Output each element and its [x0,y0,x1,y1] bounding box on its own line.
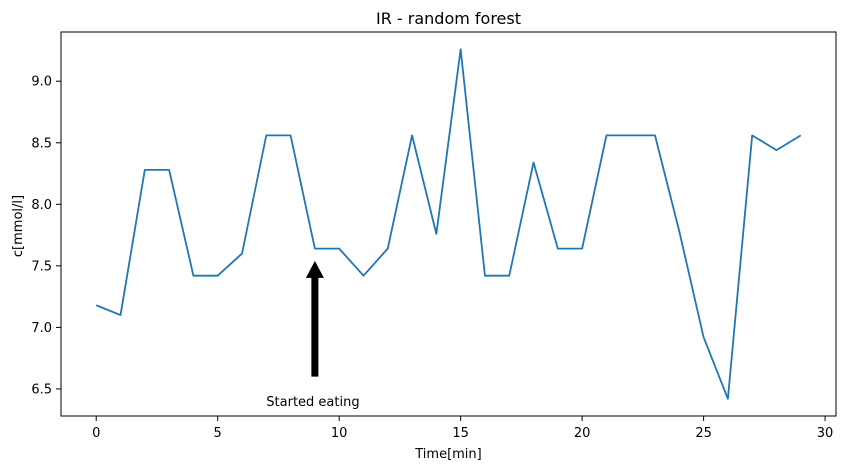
x-tick-label: 0 [92,426,100,441]
series-line-0 [95,48,802,400]
annotation-arrow-shaft [311,276,319,377]
x-tick-label: 10 [331,426,348,441]
y-tick-label: 8.0 [31,198,52,213]
annotation-arrow-head [305,260,324,278]
x-tick-label: 20 [574,426,591,441]
y-tick-label: 7.5 [31,259,52,274]
y-tick-label: 8.5 [31,136,52,151]
chart-title: IR - random forest [376,9,521,28]
axes-frame [60,31,837,417]
plot-area: 0 5 10 15 20 25 30 6.5 7.0 7.5 8.0 8.5 9.0 Started ea… [31,31,837,441]
y-tick-label: 9.0 [31,75,52,90]
y-tick-label: 6.5 [31,382,52,397]
x-tick-label: 15 [452,426,469,441]
y-tick-label: 7.0 [31,321,52,336]
y-axis-label: c[mmol/l] [11,195,26,257]
x-tick-label: 25 [695,426,712,441]
x-tick-label: 30 [817,426,834,441]
annotation-label: Started eating [266,395,359,410]
x-axis-label: Time[min] [414,447,481,462]
x-tick-label: 5 [214,426,222,441]
